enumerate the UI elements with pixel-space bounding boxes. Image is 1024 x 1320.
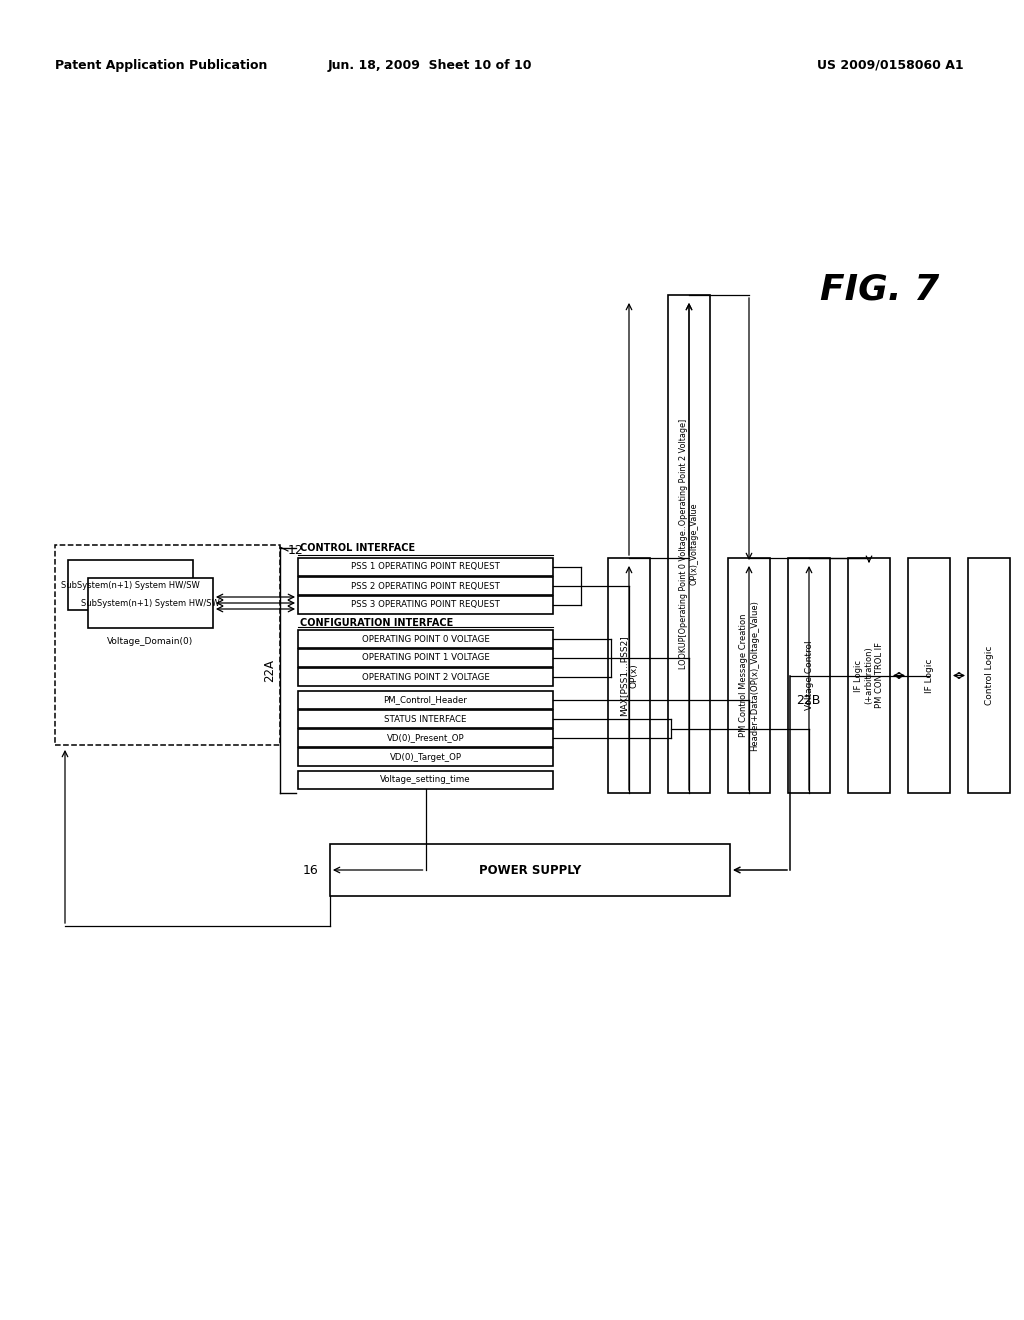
Text: 22B: 22B (796, 694, 820, 708)
Text: Voltage Control: Voltage Control (805, 640, 813, 710)
Bar (788, 558, 830, 793)
Text: IF Logic
(+arbitration)
PM CONTROL IF: IF Logic (+arbitration) PM CONTROL IF (854, 643, 884, 709)
Text: PM Control Message Creation
Header+Data(OP(x)_Voltage_Value): PM Control Message Creation Header+Data(… (739, 601, 759, 751)
Text: PSS 3 OPERATING POINT REQUEST: PSS 3 OPERATING POINT REQUEST (351, 601, 500, 610)
Text: Voltage_setting_time: Voltage_setting_time (380, 776, 471, 784)
Bar (298, 771, 553, 789)
Text: 12: 12 (288, 544, 304, 557)
Bar (298, 668, 553, 686)
Text: FIG. 7: FIG. 7 (820, 273, 940, 308)
Bar (330, 843, 730, 896)
Text: SubSystem(n+1) System HW/SW: SubSystem(n+1) System HW/SW (61, 581, 200, 590)
Bar (298, 597, 553, 614)
Bar (298, 690, 553, 709)
Text: OPERATING POINT 0 VOLTAGE: OPERATING POINT 0 VOLTAGE (361, 635, 489, 644)
Text: Control Logic: Control Logic (984, 645, 993, 705)
Bar (68, 560, 193, 610)
Bar (298, 710, 553, 729)
Bar (728, 558, 770, 793)
Text: POWER SUPPLY: POWER SUPPLY (479, 863, 582, 876)
Bar (608, 558, 650, 793)
Bar (298, 649, 553, 667)
Bar (968, 558, 1010, 793)
Text: MAX[PSS1...PSS2]
OP(x): MAX[PSS1...PSS2] OP(x) (620, 635, 639, 715)
Text: VD(0)_Present_OP: VD(0)_Present_OP (387, 734, 464, 742)
Text: LOOKUP[Operating Point 0 Voltage..Operating Point 2 Voltage]
OP(x)_Voltage_Value: LOOKUP[Operating Point 0 Voltage..Operat… (679, 418, 698, 669)
Text: IF Logic: IF Logic (925, 659, 934, 693)
Text: PSS 2 OPERATING POINT REQUEST: PSS 2 OPERATING POINT REQUEST (351, 582, 500, 590)
Text: US 2009/0158060 A1: US 2009/0158060 A1 (817, 58, 964, 71)
Text: VD(0)_Target_OP: VD(0)_Target_OP (389, 752, 462, 762)
Text: 22A: 22A (263, 659, 276, 682)
Bar (88, 578, 213, 628)
Bar (55, 545, 280, 744)
Bar (298, 630, 553, 648)
Bar (848, 558, 890, 793)
Bar (298, 577, 553, 595)
Text: Jun. 18, 2009  Sheet 10 of 10: Jun. 18, 2009 Sheet 10 of 10 (328, 58, 532, 71)
Text: 16: 16 (302, 863, 318, 876)
Text: STATUS INTERFACE: STATUS INTERFACE (384, 714, 467, 723)
Text: SubSystem(n+1) System HW/SW: SubSystem(n+1) System HW/SW (81, 598, 220, 607)
Bar (298, 729, 553, 747)
Text: PM_Control_Header: PM_Control_Header (384, 696, 467, 705)
Text: PSS 1 OPERATING POINT REQUEST: PSS 1 OPERATING POINT REQUEST (351, 562, 500, 572)
Bar (908, 558, 950, 793)
Bar (668, 294, 710, 793)
Text: CONTROL INTERFACE: CONTROL INTERFACE (300, 543, 415, 553)
Text: OPERATING POINT 1 VOLTAGE: OPERATING POINT 1 VOLTAGE (361, 653, 489, 663)
Text: CONFIGURATION INTERFACE: CONFIGURATION INTERFACE (300, 618, 454, 628)
Bar (298, 748, 553, 766)
Text: OPERATING POINT 2 VOLTAGE: OPERATING POINT 2 VOLTAGE (361, 672, 489, 681)
Text: Voltage_Domain(0): Voltage_Domain(0) (108, 638, 194, 647)
Bar (298, 558, 553, 576)
Text: Patent Application Publication: Patent Application Publication (55, 58, 267, 71)
